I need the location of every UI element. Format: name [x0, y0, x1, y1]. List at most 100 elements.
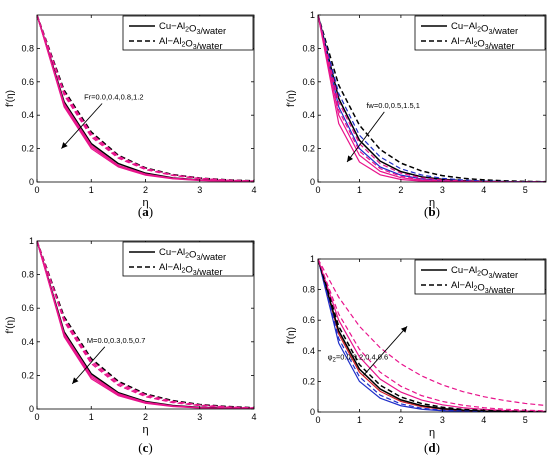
- x-tick-label: 4: [481, 415, 486, 425]
- series-line-4: [37, 241, 254, 409]
- y-tick-label: 0: [29, 177, 34, 187]
- y-axis-label: f′(η): [5, 317, 16, 334]
- y-tick-label: 0: [310, 407, 315, 417]
- x-tick-label: 0: [34, 185, 39, 195]
- axes-frame: [317, 14, 547, 183]
- series-line-7: [37, 241, 254, 409]
- arrow-head: [400, 326, 408, 333]
- x-axis-label: η: [142, 424, 148, 436]
- x-tick-label: 2: [143, 412, 148, 422]
- x-tick-label: 2: [398, 415, 403, 425]
- legend-box: [414, 15, 546, 51]
- panel-caption: (a): [138, 204, 153, 219]
- y-tick-label: 0.2: [21, 144, 34, 154]
- axes-frame: [317, 258, 547, 413]
- x-tick-label: 3: [440, 415, 445, 425]
- y-axis-label: f′(η): [286, 90, 297, 107]
- y-tick-label: 0: [29, 404, 34, 414]
- panel-1: 0 1 2 3 4 0 0.2 0.4 0.6 0.8 η f′(η) Cu−Al2O3/waterAl…: [5, 14, 257, 219]
- arrow-head: [347, 155, 354, 162]
- x-tick-label: 4: [251, 412, 256, 422]
- y-tick-label: 0.6: [21, 303, 34, 313]
- y-tick-label: 0.6: [21, 77, 34, 87]
- arrow-shaft: [346, 111, 385, 163]
- y-tick-label: 0.2: [302, 376, 315, 386]
- y-tick-label: 1: [310, 10, 315, 20]
- x-axis-label: η: [429, 427, 435, 439]
- y-axis-label: f′(η): [5, 90, 16, 107]
- x-tick-label: 1: [89, 185, 94, 195]
- legend-label-dashed: Al−Al2O3/water: [159, 262, 223, 278]
- x-axis-label: η: [429, 197, 435, 209]
- panel-caption: (d): [424, 440, 440, 455]
- series-line-8: [318, 259, 546, 407]
- x-tick-label: 3: [197, 412, 202, 422]
- arrow-head: [61, 142, 68, 149]
- x-tick-label: 5: [523, 185, 528, 195]
- y-tick-label: 0.4: [21, 337, 34, 347]
- series-line-8: [37, 241, 254, 409]
- series-line-5: [318, 15, 546, 182]
- y-tick-label: 0.8: [302, 43, 315, 53]
- x-tick-label: 2: [398, 185, 403, 195]
- series-line-6: [37, 241, 254, 409]
- x-tick-label: 0: [315, 415, 320, 425]
- series-line-7: [318, 15, 546, 182]
- y-tick-label: 0.4: [302, 346, 315, 356]
- x-tick-label: 4: [251, 185, 256, 195]
- x-tick-label: 2: [143, 185, 148, 195]
- panel-caption: (b): [424, 204, 440, 219]
- legend-label-solid: Cu−Al2O3/water: [159, 21, 226, 37]
- y-tick-label: 0.8: [302, 285, 315, 295]
- x-tick-label: 5: [523, 415, 528, 425]
- legend-label-solid: Cu−Al2O3/water: [159, 247, 226, 263]
- x-tick-label: 0: [34, 412, 39, 422]
- y-tick-label: 0.6: [302, 77, 315, 87]
- y-axis-label: f′(η): [286, 327, 297, 344]
- series-line-5: [37, 241, 254, 409]
- series-line-7: [318, 259, 546, 412]
- arrow-shaft: [71, 346, 106, 385]
- parameter-annotation: M=0.0,0.3,0.5,0.7: [87, 336, 146, 345]
- legend-box: [414, 259, 546, 295]
- x-tick-label: 1: [89, 412, 94, 422]
- arrow-head: [72, 377, 79, 384]
- panel-caption: (c): [138, 440, 152, 455]
- series-line-7: [37, 15, 254, 182]
- panel-3: 0 1 2 3 4 0 0.2 0.4 0.6 0.8 1 η f′(η) Cu−Al2O3/waterA…: [5, 236, 257, 455]
- x-tick-label: 3: [440, 185, 445, 195]
- y-tick-label: 1: [29, 236, 34, 246]
- y-tick-label: 0.2: [302, 144, 315, 154]
- arrow-shaft: [363, 326, 408, 376]
- x-tick-label: 0: [315, 185, 320, 195]
- y-tick-label: 0.4: [302, 110, 315, 120]
- x-axis-label: η: [142, 197, 148, 209]
- x-tick-label: 1: [357, 415, 362, 425]
- x-tick-label: 4: [481, 185, 486, 195]
- x-tick-label: 3: [197, 185, 202, 195]
- panel-4: 0 1 2 3 4 5 0 0.2 0.4 0.6 0.8 1 η f′(η) Cu−Al2O3/water…: [286, 254, 547, 455]
- series-group: [37, 15, 254, 182]
- series-line-4: [37, 15, 254, 182]
- y-tick-label: 0.6: [302, 315, 315, 325]
- y-tick-label: 0.8: [21, 43, 34, 53]
- y-tick-label: 0.8: [21, 270, 34, 280]
- x-tick-label: 1: [357, 185, 362, 195]
- series-group: [37, 241, 254, 409]
- arrow-shaft: [61, 103, 103, 149]
- legend-label-solid: Cu−Al2O3/water: [451, 21, 518, 37]
- series-line-6: [37, 15, 254, 182]
- legend-label-dashed: Al−Al2O3/water: [451, 36, 515, 52]
- legend-label-dashed: Al−Al2O3/water: [159, 36, 223, 52]
- y-tick-label: 0: [310, 177, 315, 187]
- legend-box: [122, 15, 254, 51]
- legend-label-solid: Cu−Al2O3/water: [451, 265, 518, 281]
- legend-label-dashed: Al−Al2O3/water: [451, 280, 515, 296]
- parameter-annotation: Fr=0.0,0.4,0.8,1.2: [84, 93, 143, 102]
- panel-2: 0 1 2 3 4 5 0 0.2 0.4 0.6 0.8 1 η f′(η) Cu−Al2O3/water…: [286, 10, 547, 219]
